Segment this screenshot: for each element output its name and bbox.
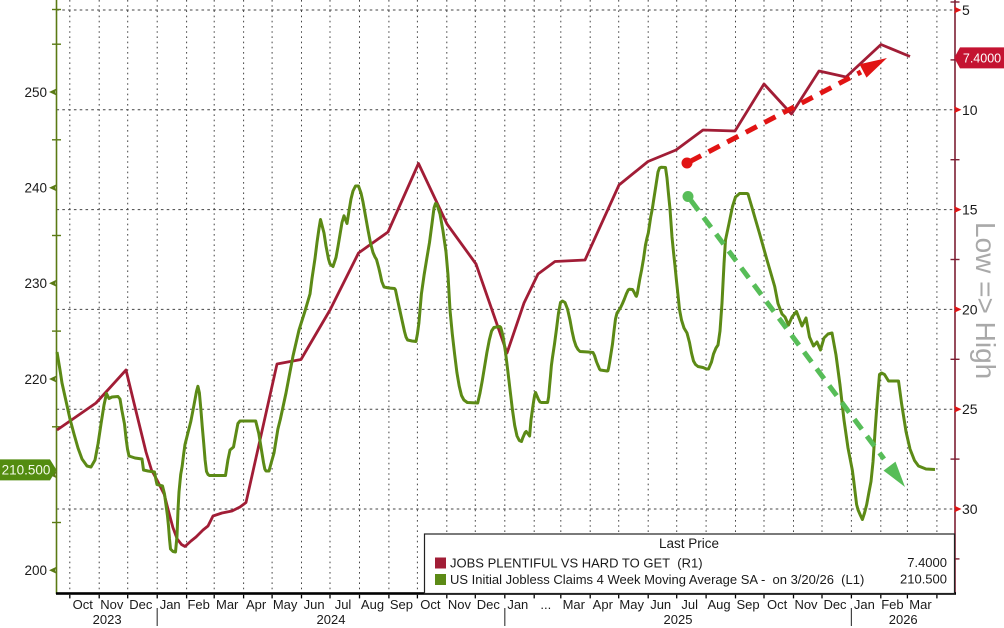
svg-text:Oct: Oct <box>73 597 94 612</box>
svg-text:20: 20 <box>962 301 978 317</box>
svg-text:Feb: Feb <box>187 597 209 612</box>
svg-text:JOBS PLENTIFUL VS HARD TO GET: JOBS PLENTIFUL VS HARD TO GET (R1) <box>450 556 703 571</box>
svg-text:Jul: Jul <box>681 597 698 612</box>
svg-text:Jul: Jul <box>335 597 352 612</box>
svg-text:Last Price: Last Price <box>659 536 719 551</box>
svg-text:10: 10 <box>962 102 978 118</box>
svg-text:2025: 2025 <box>664 612 693 627</box>
svg-text:Nov: Nov <box>794 597 818 612</box>
svg-text:Aug: Aug <box>361 597 384 612</box>
svg-text:15: 15 <box>962 202 978 218</box>
svg-text:Jun: Jun <box>304 597 325 612</box>
svg-text:Sep: Sep <box>737 597 760 612</box>
svg-text:Low => High: Low => High <box>970 222 1001 379</box>
svg-text:Aug: Aug <box>708 597 731 612</box>
svg-text:220: 220 <box>24 372 47 387</box>
svg-text:230: 230 <box>24 276 47 291</box>
svg-text:Jun: Jun <box>650 597 671 612</box>
svg-text:Nov: Nov <box>448 597 472 612</box>
svg-text:Jan: Jan <box>854 597 875 612</box>
svg-text:7.4000: 7.4000 <box>963 51 1001 65</box>
svg-text:250: 250 <box>24 85 47 100</box>
svg-text:2026: 2026 <box>889 612 918 627</box>
svg-text:Oct: Oct <box>767 597 788 612</box>
svg-text:...: ... <box>540 597 551 612</box>
svg-text:Mar: Mar <box>909 597 932 612</box>
svg-text:2023: 2023 <box>93 612 122 627</box>
svg-text:Dec: Dec <box>477 597 501 612</box>
svg-text:2024: 2024 <box>317 612 346 627</box>
svg-text:Jan: Jan <box>507 597 528 612</box>
svg-text:7.4000: 7.4000 <box>907 555 947 570</box>
svg-text:Feb: Feb <box>881 597 903 612</box>
svg-text:210.500: 210.500 <box>2 463 51 478</box>
svg-text:May: May <box>619 597 644 612</box>
svg-text:Mar: Mar <box>563 597 586 612</box>
svg-text:30: 30 <box>962 501 978 517</box>
svg-text:25: 25 <box>962 401 978 417</box>
svg-text:Apr: Apr <box>246 597 267 612</box>
svg-text:200: 200 <box>24 563 47 578</box>
svg-text:Apr: Apr <box>593 597 614 612</box>
svg-text:US Initial Jobless Claims 4 We: US Initial Jobless Claims 4 Week Moving … <box>450 572 864 587</box>
svg-text:Jan: Jan <box>160 597 181 612</box>
svg-text:May: May <box>273 597 298 612</box>
svg-text:Oct: Oct <box>420 597 441 612</box>
svg-text:240: 240 <box>24 181 47 196</box>
svg-text:210.500: 210.500 <box>900 572 947 587</box>
svg-text:5: 5 <box>962 2 970 18</box>
svg-text:Sep: Sep <box>390 597 413 612</box>
svg-text:Mar: Mar <box>216 597 239 612</box>
svg-text:Dec: Dec <box>129 597 153 612</box>
svg-text:Nov: Nov <box>100 597 124 612</box>
svg-text:Dec: Dec <box>823 597 847 612</box>
